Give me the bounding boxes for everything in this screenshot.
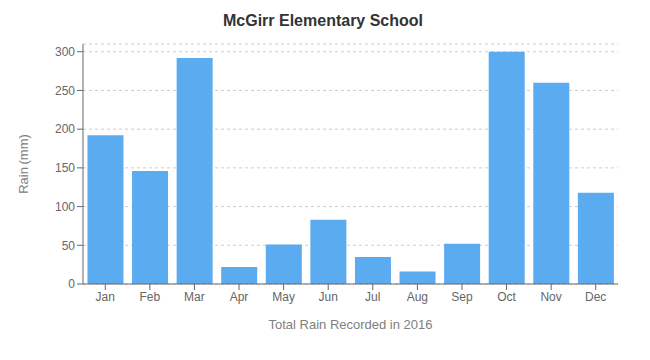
svg-text:Total Rain Recorded in 2016: Total Rain Recorded in 2016 <box>268 317 432 332</box>
svg-text:May: May <box>272 290 295 304</box>
svg-text:Aug: Aug <box>407 290 428 304</box>
svg-text:50: 50 <box>62 239 76 253</box>
svg-text:100: 100 <box>55 200 75 214</box>
svg-text:Apr: Apr <box>230 290 249 304</box>
svg-text:200: 200 <box>55 122 75 136</box>
svg-text:Oct: Oct <box>497 290 516 304</box>
svg-text:Feb: Feb <box>140 290 161 304</box>
svg-text:150: 150 <box>55 161 75 175</box>
svg-text:300: 300 <box>55 45 75 59</box>
svg-text:Sep: Sep <box>451 290 473 304</box>
svg-text:Jan: Jan <box>96 290 115 304</box>
svg-text:0: 0 <box>68 277 75 291</box>
svg-text:Nov: Nov <box>540 290 561 304</box>
svg-text:Rain (mm): Rain (mm) <box>16 134 31 194</box>
svg-text:Dec: Dec <box>585 290 606 304</box>
svg-text:Jun: Jun <box>319 290 338 304</box>
svg-text:250: 250 <box>55 84 75 98</box>
html-text:McGirr Elementary School: McGirr Elementary School <box>223 12 423 29</box>
svg-text:Jul: Jul <box>365 290 380 304</box>
svg-text:Mar: Mar <box>184 290 205 304</box>
